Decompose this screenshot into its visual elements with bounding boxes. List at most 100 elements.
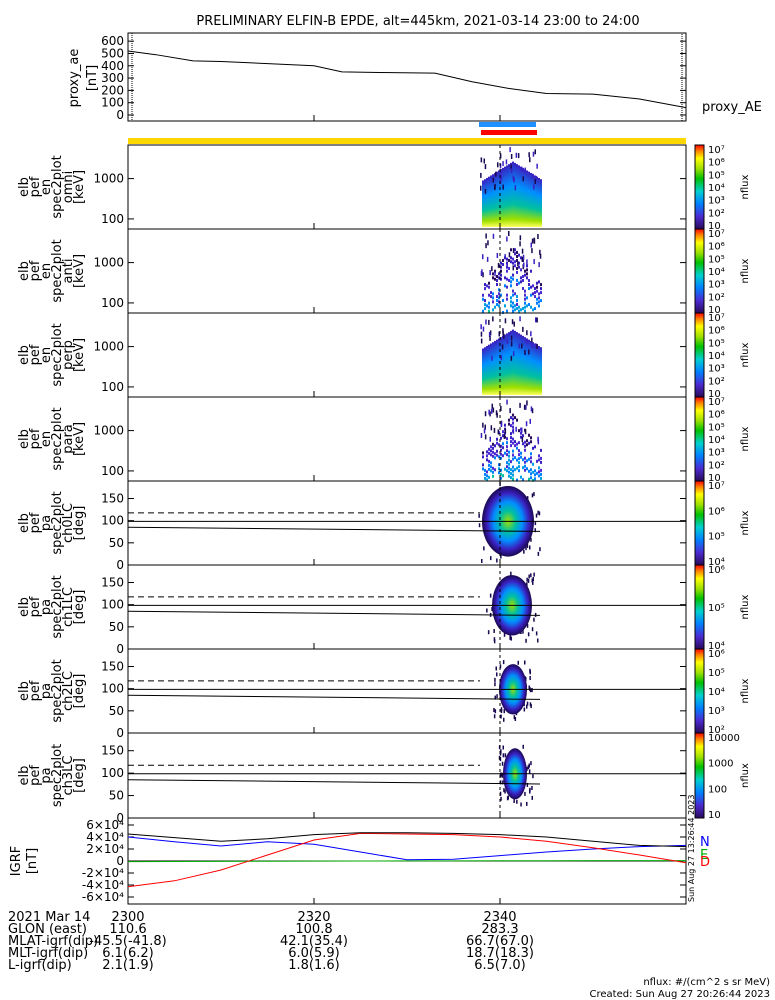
- pa_ch2-cell: [496, 672, 498, 677]
- spec_omni-cell: [533, 184, 535, 190]
- pa_ch1-cell: [527, 632, 530, 637]
- spec_perp-cell: [498, 338, 500, 395]
- spec_para-cell: [504, 451, 506, 455]
- spec_omni-cell: [496, 171, 498, 227]
- pa_ch0-cell: [531, 493, 534, 498]
- spec_perp-cell: [504, 318, 507, 324]
- pa_ch0-cell: [537, 510, 539, 515]
- pa_ch0-cell: [478, 513, 480, 518]
- spec_para-cell: [514, 468, 516, 472]
- spec_para-cell: [504, 423, 506, 427]
- panel-spec_anti: elbpefenspec2plotanti[keV]10010001010²10…: [17, 228, 751, 316]
- spec_para-cell: [492, 474, 494, 478]
- spec_anti-cell: [520, 276, 522, 280]
- pa_ch3-frame: [127, 732, 687, 819]
- pa_ch2-colorbar-label: nflux: [740, 678, 751, 703]
- spec_perp-cell: [530, 331, 532, 337]
- spec_anti-cell: [500, 265, 502, 269]
- spec_anti-colorbar-tick: 10⁴: [708, 267, 725, 278]
- spec_anti-cell: [486, 304, 488, 308]
- spec_para-cell: [512, 457, 514, 461]
- spec_perp-cell: [511, 319, 514, 325]
- spec_anti-cell: [482, 293, 484, 297]
- spec_anti-colorbar-label: nflux: [740, 258, 751, 283]
- spec_anti-cell: [488, 293, 490, 297]
- spec_anti-cell: [524, 301, 526, 305]
- spec_perp-cell: [526, 338, 528, 344]
- spec_anti-cell: [520, 268, 522, 272]
- spec_para-cell: [488, 467, 490, 471]
- pa_ch2-cell: [495, 666, 497, 671]
- spec_para-cell: [504, 428, 507, 434]
- spec_anti-cell: [492, 292, 494, 296]
- spec_anti-cell: [518, 305, 520, 309]
- spec_anti-colorbar-tick: 10⁶: [708, 242, 725, 253]
- pa_ch0-colorbar-ramp: [694, 480, 705, 566]
- spec_omni-cell: [492, 177, 495, 183]
- spec_anti-colorbar-tick: 10⁵: [708, 254, 725, 265]
- spec_anti-cell: [522, 278, 524, 282]
- pa_ch3-cell: [513, 799, 515, 803]
- pa_ch3-cell: [516, 799, 518, 804]
- pa_ch0-ylabel-5: [deg]: [72, 506, 87, 541]
- pa_ch0-heatmap: [478, 482, 541, 563]
- spec_omni-ytick-label: 1000: [93, 172, 124, 186]
- pa_ch1-cell: [531, 578, 533, 583]
- panel-spec_para: elbpefenspec2plotpara[keV]10010001010²10…: [17, 396, 751, 484]
- spec_omni-cell: [514, 185, 517, 191]
- pa_ch1-cell: [493, 629, 495, 633]
- spec_para-cell: [516, 442, 518, 446]
- spec_para-cell: [521, 427, 523, 433]
- spec_para-cell: [508, 458, 510, 462]
- spec_para-colorbar-tick: 10⁵: [708, 422, 725, 433]
- spec_omni-ylabel-0: elb: [17, 177, 32, 197]
- spec_anti-cell: [519, 235, 522, 241]
- spec_anti-cell: [540, 283, 542, 287]
- spec_perp-colorbar-tick: 10⁵: [708, 338, 725, 349]
- spec_anti-cell: [532, 292, 534, 296]
- spec_omni-cell: [532, 151, 535, 157]
- pa_ch0-ytick-label: 0: [116, 558, 124, 572]
- spec_omni-colorbar-ramp: [694, 144, 705, 230]
- spec_anti-cell: [510, 260, 512, 264]
- spec_para-cell: [534, 445, 536, 449]
- spec_para-cell: [519, 402, 521, 408]
- pa_ch1-colorbar-tick: 10⁵: [708, 603, 725, 614]
- pa_ch1-cell: [522, 629, 524, 634]
- spec_para-cell: [496, 449, 498, 453]
- spec_para-cell: [512, 428, 515, 434]
- spec_anti-cell: [521, 256, 523, 262]
- spec_perp-colorbar-ramp: [694, 312, 705, 398]
- pa_ch1-ylabel-5: [deg]: [72, 590, 87, 625]
- spec_para-cell: [506, 445, 508, 449]
- spec_para-cell: [530, 468, 532, 472]
- spec_para-cell: [514, 456, 516, 460]
- spec_anti-cell: [488, 281, 490, 285]
- pa_ch1-loss-cone-solid: [127, 610, 541, 616]
- spec_anti-cell: [534, 295, 536, 299]
- spec_para-cell: [508, 466, 510, 470]
- spec_para-cell: [530, 460, 532, 464]
- pa_ch3-colorbar-label: nflux: [740, 763, 751, 788]
- spec_perp-cell: [500, 355, 503, 361]
- spec_para-cell: [496, 441, 498, 445]
- spec_omni-cell: [512, 175, 515, 181]
- pa_ch2-colorbar-tick: 10⁶: [708, 649, 725, 660]
- spec_perp-cell: [528, 339, 530, 395]
- spec_para-cell: [532, 470, 534, 474]
- spec_para-colorbar-label: nflux: [740, 426, 751, 451]
- pa_ch2-cell: [529, 676, 531, 680]
- spec_anti-cell: [496, 279, 498, 283]
- spec_omni-cell: [532, 174, 534, 227]
- spec_anti-cell: [482, 254, 484, 260]
- spec_anti-cell: [524, 273, 526, 277]
- spec_anti-cell: [512, 293, 514, 297]
- spec_anti-cell: [518, 261, 520, 265]
- spec_para-cell: [486, 450, 488, 454]
- spec_anti-cell: [523, 262, 525, 268]
- spec_perp-cell: [540, 347, 542, 395]
- spec_para-cell: [510, 440, 512, 444]
- spec_omni-cell: [502, 161, 504, 167]
- spec_perp-cell: [488, 344, 490, 395]
